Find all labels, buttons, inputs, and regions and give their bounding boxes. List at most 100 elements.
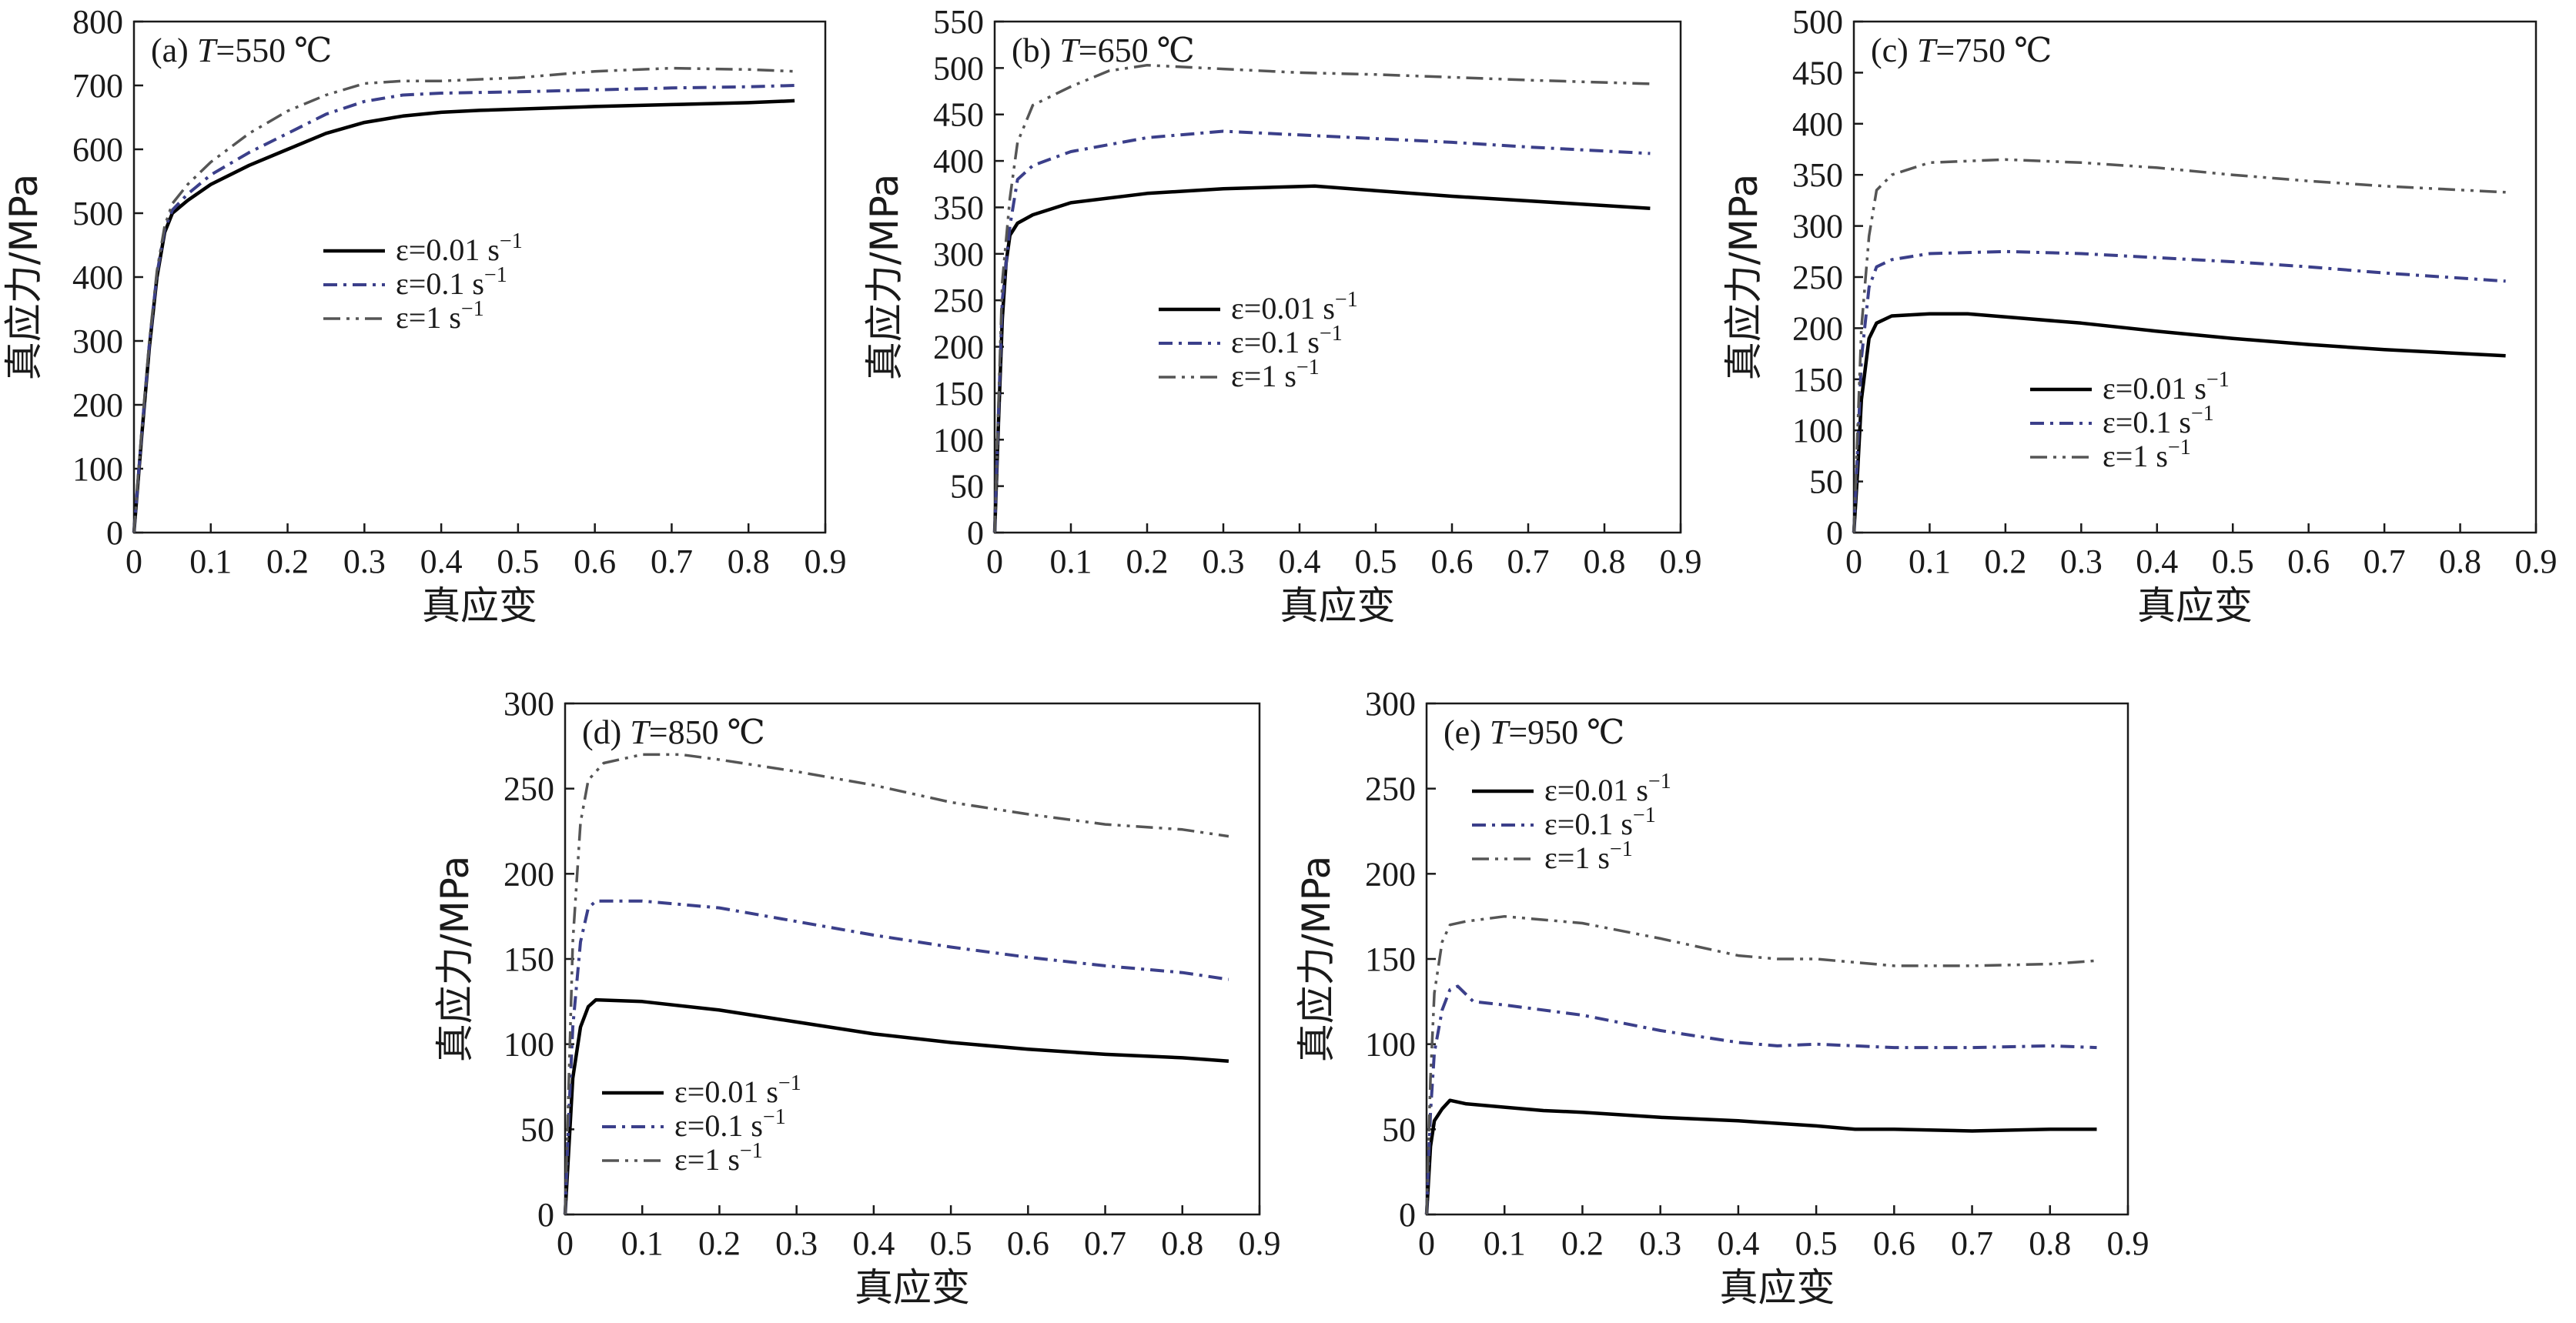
- legend-entry: ε=0.1 s−1: [674, 1105, 786, 1143]
- chart-panel-a: 0 0.1 0.2 0.3 0.4 0.5 0.6 0.7 0.8 0.9 0 100 200 300 40…: [2, 3, 847, 628]
- x-tick-label: 0.4: [1279, 543, 1321, 580]
- y-tick-label: 50: [950, 468, 984, 506]
- x-tick-label: 0.6: [2287, 543, 2330, 580]
- y-tick-label: 0: [1399, 1196, 1416, 1234]
- y-tick-label: 700: [72, 67, 123, 105]
- y-tick-label: 450: [933, 96, 984, 134]
- y-tick-label: 400: [72, 259, 123, 296]
- y-tick-label: 100: [1365, 1026, 1416, 1064]
- x-tick-label: 0.9: [2515, 543, 2558, 580]
- x-tick-label: 0.6: [1431, 543, 1474, 580]
- y-tick-label: 400: [933, 142, 984, 180]
- x-tick-label: 0.5: [1355, 543, 1397, 580]
- x-tick-label: 0.6: [1007, 1224, 1049, 1262]
- x-tick-label: 0.7: [1084, 1224, 1126, 1262]
- y-tick-label: 0: [967, 514, 984, 552]
- y-tick-label: 250: [1365, 770, 1416, 808]
- x-tick-label: 0.1: [1909, 543, 1951, 580]
- series-line-3: [993, 63, 1651, 533]
- series-line-3: [132, 66, 795, 533]
- y-tick-label: 50: [1809, 463, 1843, 501]
- x-tick-label: 0.3: [343, 543, 386, 580]
- x-axis-label: 真应变: [1720, 1265, 1835, 1310]
- panel-title: (d) T=850 ℃: [582, 713, 765, 751]
- series-line-2: [1852, 249, 2506, 533]
- y-tick-label: 300: [933, 236, 984, 273]
- y-tick-label: 250: [503, 770, 554, 808]
- x-tick-label: 0.5: [930, 1224, 972, 1262]
- y-axis-label: 真应力/MPa: [2, 174, 46, 381]
- legend-entry: ε=0.1 s−1: [2103, 402, 2214, 439]
- chart-panel-e: 0 0.1 0.2 0.3 0.4 0.5 0.6 0.7 0.8 0.9 0 50 100 150 200…: [1294, 685, 2149, 1310]
- y-tick-label: 150: [503, 940, 554, 978]
- series-line-2: [993, 129, 1651, 533]
- series-line-3: [1852, 158, 2506, 533]
- y-tick-label: 500: [72, 195, 123, 232]
- series-line-1: [992, 184, 1651, 533]
- legend-entry: ε=0.01 s−1: [1544, 770, 1671, 807]
- x-tick-label: 0.4: [420, 543, 463, 580]
- x-tick-label: 0.4: [852, 1224, 895, 1262]
- x-tick-label: 0.7: [1951, 1224, 1993, 1262]
- legend-entry: ε=1 s−1: [396, 297, 484, 335]
- series-line-1: [1424, 1098, 2097, 1215]
- y-tick-label: 300: [1792, 208, 1843, 246]
- y-axis-label: 真应力/MPa: [1721, 174, 1766, 381]
- x-tick-label: 0.4: [2136, 543, 2178, 580]
- series-line-1: [1852, 312, 2506, 533]
- x-tick-label: 0: [1845, 543, 1862, 580]
- y-tick-label: 100: [72, 450, 123, 488]
- x-axis-label: 真应变: [2137, 583, 2253, 628]
- x-axis-label: 真应变: [1280, 583, 1396, 628]
- y-tick-label: 0: [537, 1196, 554, 1234]
- plot-frame: [564, 702, 1261, 1216]
- x-tick-label: 0.2: [1126, 543, 1169, 580]
- y-tick-label: 550: [933, 3, 984, 41]
- y-tick-label: 300: [72, 322, 123, 360]
- series-line-3: [1425, 914, 2097, 1215]
- panel-title: (e) T=950 ℃: [1444, 713, 1624, 751]
- y-tick-label: 350: [1792, 156, 1843, 194]
- x-tick-label: 0.2: [698, 1224, 741, 1262]
- x-tick-label: 0.5: [1795, 1224, 1838, 1262]
- x-tick-label: 0.3: [1639, 1224, 1681, 1262]
- legend-entry: ε=0.01 s−1: [1231, 288, 1358, 326]
- x-tick-label: 0.7: [1507, 543, 1550, 580]
- y-tick-label: 450: [1792, 54, 1843, 92]
- chart-panel-d: 0 0.1 0.2 0.3 0.4 0.5 0.6 0.7 0.8 0.9 0 50 100 150 200…: [433, 685, 1281, 1310]
- y-tick-label: 50: [1382, 1111, 1416, 1148]
- y-tick-label: 100: [503, 1026, 554, 1064]
- x-tick-label: 0.5: [497, 543, 539, 580]
- y-tick-label: 800: [72, 3, 123, 41]
- y-tick-label: 200: [72, 386, 123, 424]
- panel-title: (b) T=650 ℃: [1012, 32, 1195, 69]
- panel-title: (c) T=750 ℃: [1871, 32, 2052, 69]
- x-tick-label: 0.2: [1984, 543, 2026, 580]
- legend-entry: ε=1 s−1: [674, 1139, 763, 1177]
- y-tick-label: 150: [933, 375, 984, 413]
- y-tick-label: 0: [1826, 514, 1843, 552]
- x-tick-label: 0.3: [2060, 543, 2103, 580]
- x-tick-label: 0.3: [775, 1224, 818, 1262]
- y-tick-label: 100: [1792, 412, 1843, 449]
- x-tick-label: 0.9: [1660, 543, 1702, 580]
- legend-entry: ε=0.1 s−1: [1544, 803, 1656, 841]
- x-tick-label: 0.4: [1717, 1224, 1759, 1262]
- legend-entry: ε=0.1 s−1: [1231, 322, 1343, 359]
- y-tick-label: 200: [503, 855, 554, 893]
- series-line-3: [564, 753, 1229, 1215]
- legend-entry: ε=0.01 s−1: [396, 229, 523, 267]
- x-tick-label: 0.1: [621, 1224, 664, 1262]
- y-tick-label: 400: [1792, 105, 1843, 143]
- x-tick-label: 0.9: [805, 543, 847, 580]
- y-tick-label: 350: [933, 189, 984, 226]
- x-tick-label: 0.7: [2364, 543, 2406, 580]
- y-tick-label: 500: [933, 49, 984, 87]
- y-tick-label: 250: [933, 282, 984, 319]
- x-tick-label: 0.8: [2439, 543, 2481, 580]
- x-tick-label: 0.2: [266, 543, 309, 580]
- x-tick-label: 0.9: [2107, 1224, 2149, 1262]
- x-tick-label: 0.8: [1161, 1224, 1203, 1262]
- x-tick-label: 0.1: [1050, 543, 1092, 580]
